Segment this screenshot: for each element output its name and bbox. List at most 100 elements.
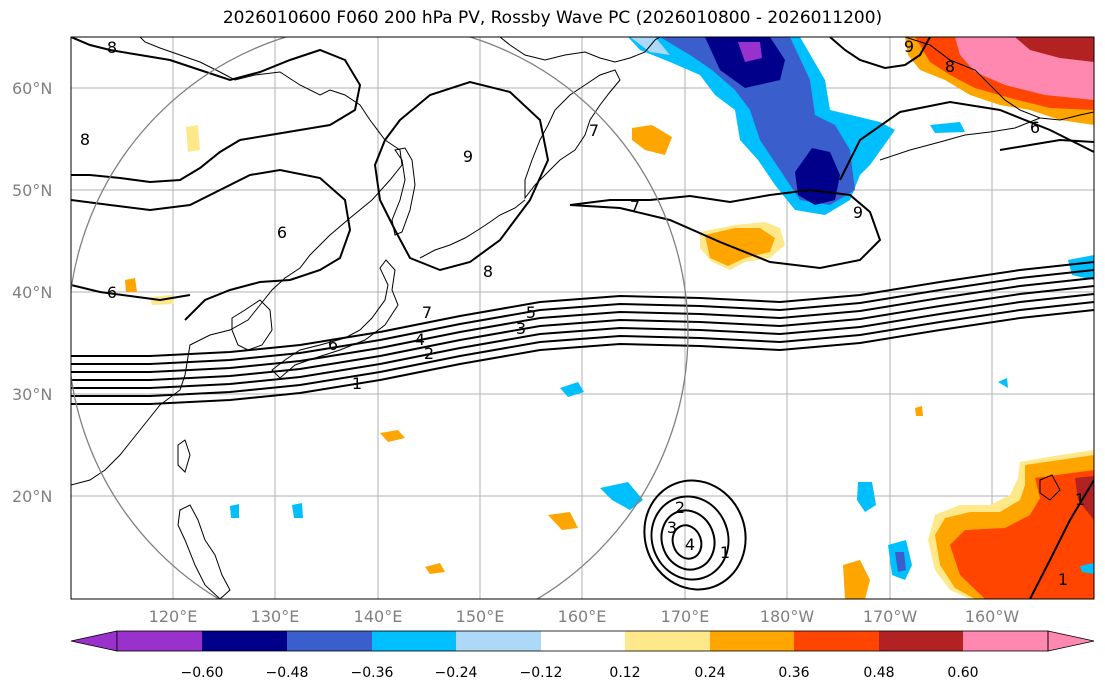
anomaly-fill-orange-patch-5: [915, 406, 923, 416]
lon-tick-170e: 170°E: [661, 607, 710, 626]
contour-6: [71, 269, 1094, 365]
anomaly-fill-orange-kamchatka: [632, 125, 672, 155]
coast-siberia: [499, 37, 661, 63]
colorbar-tick-2: −0.48: [266, 665, 309, 681]
lat-axis: 60°N 50°N 40°N 30°N 20°N: [12, 79, 52, 506]
coast-aleutians: [879, 117, 1041, 161]
coastlines: [71, 37, 1094, 599]
rossby-wave-contours: [643, 479, 1094, 599]
anomaly-fill-yellow-patch-1: [186, 125, 200, 152]
anomaly-fill-orange-patch-4: [125, 278, 137, 292]
contour-label-2-wave: 2: [675, 498, 685, 517]
anomaly-fill-blue-patch-9: [998, 378, 1008, 388]
contour-label-1-se2: 1: [1075, 490, 1085, 509]
colorbar-tick-6: 0.12: [609, 665, 640, 681]
lon-tick-160e: 160°E: [558, 607, 607, 626]
lon-tick-160w: 160°W: [965, 607, 1020, 626]
contour-4: [71, 285, 1094, 381]
coast-sakhalin: [391, 147, 416, 236]
contour-label-9: 9: [463, 147, 473, 166]
lon-tick-140e: 140°E: [354, 607, 403, 626]
coast-kurils: [419, 199, 526, 259]
contour-label-1-se: 1: [1058, 570, 1068, 589]
lon-tick-120e: 120°E: [149, 607, 198, 626]
anomaly-fill-orange-patch-2: [380, 430, 405, 442]
contour-label-9-east: 9: [853, 203, 863, 222]
contour-label-6-west: 6: [277, 223, 287, 242]
colorbar-swatch-8: [710, 631, 794, 651]
contour-label-7: 7: [422, 303, 432, 322]
contour-label-3-wave: 3: [667, 518, 677, 537]
contour-label-8-w: 8: [80, 130, 90, 149]
contour-label-3: 3: [516, 319, 526, 338]
contour-label-1-wave: 1: [720, 543, 730, 562]
coast-alaska: [904, 37, 1094, 121]
contour-2: [71, 301, 1094, 397]
anomaly-fill-navy-north: [705, 37, 785, 88]
colorbar-tick-7: 0.24: [694, 665, 725, 681]
contour-label-8-ne: 8: [945, 57, 955, 76]
coast-korea: [231, 299, 273, 351]
colorbar-tick-9: 0.48: [863, 665, 894, 681]
anomaly-fill-purple: [738, 42, 762, 62]
colorbar-tick-10: 0.60: [947, 665, 978, 681]
pv-contours: [71, 37, 1094, 405]
colorbar-swatch-1: [117, 631, 202, 651]
contour-label-7-east: 7: [630, 197, 640, 216]
contour-3: [71, 293, 1094, 389]
anomaly-fill-blue-patch-10: [1080, 563, 1094, 574]
lat-tick-50n: 50°N: [12, 181, 52, 200]
contour-label-8-nw: 8: [107, 38, 117, 57]
colorbar: −0.60 −0.48 −0.36 −0.24 −0.12 0.12 0.24 …: [70, 630, 1095, 681]
coast-asia: [71, 37, 403, 486]
anomaly-fill-darkred-ne: [1015, 37, 1094, 62]
coast-taiwan: [177, 439, 191, 473]
anomaly-fill-orange-patch-3: [425, 563, 445, 574]
lon-tick-130e: 130°E: [251, 607, 300, 626]
anomaly-fill-red-se: [950, 470, 1094, 599]
colorbar-tick-1: −0.60: [181, 665, 224, 681]
anomaly-fill-orange-patch-1: [548, 512, 578, 530]
colorbar-swatch-9: [794, 631, 879, 651]
colorbar-tick-5: −0.12: [520, 665, 563, 681]
colorbar-arrow-low: [70, 630, 118, 652]
colorbar-swatch-5: [456, 631, 541, 651]
contour-6d: [999, 138, 1094, 151]
anomaly-fill-blue-patch-8: [230, 504, 239, 518]
reference-circle: [71, 37, 689, 599]
colorbar-arrow-high: [1047, 630, 1095, 652]
colorbar-swatch-11: [963, 631, 1048, 651]
colorbar-tick-3: −0.36: [351, 665, 394, 681]
colorbar-tick-8: 0.36: [778, 665, 809, 681]
lat-tick-60n: 60°N: [12, 79, 52, 98]
rossby-contour-se: [1029, 479, 1094, 599]
contour-1: [71, 309, 1094, 405]
lat-tick-30n: 30°N: [12, 385, 52, 404]
lon-tick-170w: 170°W: [863, 607, 918, 626]
coast-japan: [271, 259, 399, 379]
anomaly-fill-blue-patch-7: [292, 503, 303, 518]
coast-hawaii: [1039, 474, 1061, 501]
contour-label-9-ne: 9: [904, 37, 914, 56]
anomaly-fill-blue-patch-1: [600, 482, 643, 510]
coast-philippines: [177, 504, 231, 599]
contour-label-2: 2: [424, 344, 434, 363]
contour-8b: [71, 37, 362, 184]
colorbar-swatch-7: [625, 631, 710, 651]
anomaly-fill-blue-patch-3: [857, 482, 876, 512]
lat-tick-20n: 20°N: [12, 487, 52, 506]
colorbar-tick-4: −0.24: [435, 665, 478, 681]
anomaly-fill-orange-mid: [705, 228, 775, 266]
contour-label-1: 1: [352, 374, 362, 393]
contour-6b: [71, 168, 352, 321]
contour-7b: [569, 188, 882, 270]
colorbar-swatch-6: [541, 631, 625, 651]
lon-tick-150e: 150°E: [456, 607, 505, 626]
colorbar-swatch-2: [202, 631, 287, 651]
rossby-contour-2: [650, 495, 730, 581]
contour-9: [839, 100, 1094, 181]
anomaly-fill-blue-patch-6: [930, 122, 965, 133]
plot-frame: [70, 36, 1095, 600]
contour-6c: [71, 284, 191, 302]
